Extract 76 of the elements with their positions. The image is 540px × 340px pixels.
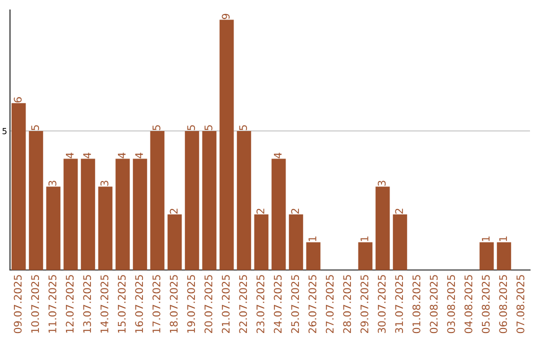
bar	[220, 20, 234, 270]
x-tick-label: 14.07.2025	[100, 275, 108, 333]
x-tick-label: 12.07.2025	[66, 275, 74, 333]
bar	[254, 214, 268, 270]
data-label: 2	[170, 208, 178, 214]
x-tick-label: 03.08.2025	[447, 275, 456, 334]
x-tick-label: 10.07.2025	[31, 275, 40, 333]
x-tick-label: 07.08.2025	[516, 275, 524, 334]
x-tick-label: 05.08.2025	[482, 275, 490, 334]
bar	[480, 242, 494, 270]
x-tick-label: 19.07.2025	[187, 275, 196, 333]
bar	[12, 103, 26, 270]
data-label: 5	[239, 125, 248, 130]
x-tick-label: 16.07.2025	[135, 275, 144, 333]
data-label: 2	[291, 208, 299, 214]
bar	[64, 158, 78, 270]
data-label: 2	[256, 208, 264, 214]
data-label: 9	[222, 14, 230, 20]
x-tick-label: 30.07.2025	[378, 275, 386, 334]
bar	[28, 130, 44, 270]
data-label: 6	[14, 97, 22, 102]
data-label: 1	[482, 236, 490, 242]
data-label: 5	[31, 125, 40, 130]
data-label: 4	[274, 152, 282, 158]
x-tick-label: 01.08.2025	[412, 275, 420, 334]
data-label: 3	[48, 180, 56, 186]
data-label: 1	[499, 236, 507, 242]
x-tick-label: 23.07.2025	[256, 275, 264, 334]
x-tick-label: 29.07.2025	[360, 275, 368, 334]
data-label: 1	[360, 236, 368, 242]
x-tick-label: 24.07.2025	[274, 275, 282, 334]
data-label: 4	[135, 152, 143, 158]
x-tick-label: 21.07.2025	[222, 275, 230, 334]
bar	[150, 130, 164, 270]
bar	[496, 242, 512, 270]
data-label: 2	[395, 208, 403, 214]
x-tick-label: 04.08.2025	[464, 275, 472, 334]
x-tick-label: 20.07.2025	[204, 275, 212, 334]
data-label: 5	[187, 125, 196, 130]
data-label: 4	[118, 152, 126, 158]
bar	[306, 242, 320, 270]
bar	[184, 130, 200, 270]
bar	[288, 214, 304, 270]
bar	[392, 214, 408, 270]
bar	[80, 158, 96, 270]
x-tick-label: 17.07.2025	[152, 275, 160, 333]
data-label: 4	[83, 152, 91, 158]
x-tick-label: 27.07.2025	[326, 275, 334, 334]
bar	[98, 186, 112, 270]
data-label: 3	[378, 180, 386, 186]
bar	[202, 130, 216, 270]
x-tick-label: 06.08.2025	[499, 275, 508, 334]
x-tick-label: 02.08.2025	[430, 275, 438, 334]
x-tick-label: 09.07.2025	[14, 275, 22, 334]
bar	[46, 186, 60, 270]
data-label: 3	[100, 180, 108, 186]
x-tick-label: 13.07.2025	[83, 275, 92, 333]
x-tick-label: 31.07.2025	[395, 275, 404, 334]
x-tick-label: 28.07.2025	[343, 275, 352, 334]
x-tick-label: 18.07.2025	[170, 275, 178, 333]
x-tick-label: 15.07.2025	[118, 275, 126, 333]
bar	[272, 158, 286, 270]
x-tick-label: 26.07.2025	[308, 275, 316, 334]
bar	[376, 186, 390, 270]
data-label: 1	[308, 236, 316, 242]
bar	[132, 158, 148, 270]
bar	[168, 214, 182, 270]
data-label: 4	[66, 152, 74, 158]
bar	[236, 130, 252, 270]
data-label: 5	[204, 125, 212, 130]
data-label: 5	[152, 125, 160, 130]
bar	[358, 242, 372, 270]
x-tick-label: 22.07.2025	[239, 275, 248, 334]
x-tick-label: 11.07.2025	[48, 275, 56, 333]
x-tick-label: 25.07.2025	[291, 275, 300, 334]
bar	[116, 158, 130, 270]
